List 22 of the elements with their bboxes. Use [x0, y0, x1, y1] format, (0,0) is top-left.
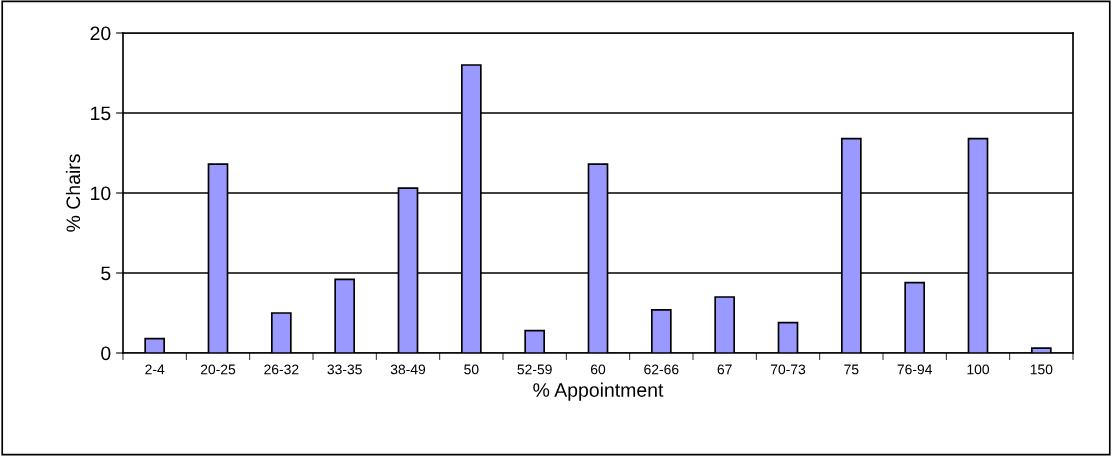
x-tick-label: 38-49	[390, 364, 426, 375]
x-tick-label: 2-4	[145, 364, 165, 375]
y-tick-label: 10	[91, 186, 111, 201]
x-tick-label: 76-94	[897, 364, 933, 375]
x-tick-label: 100	[967, 364, 990, 375]
x-tick-label: 52-59	[517, 364, 552, 375]
y-tick-label: 20	[90, 26, 111, 41]
y-tick-label: 15	[91, 106, 111, 121]
x-tick-label: 33-35	[327, 364, 362, 375]
x-axis-title: % Appointment	[533, 382, 664, 401]
y-tick-label: 0	[101, 346, 111, 361]
y-axis-title: % Chairs	[65, 154, 81, 232]
x-tick-label: 70-73	[770, 364, 806, 375]
x-tick-label: 60	[590, 364, 606, 375]
y-tick-label: 5	[101, 266, 111, 281]
x-tick-label: 75	[844, 364, 859, 375]
x-tick-label: 26-32	[264, 364, 299, 375]
x-tick-label: 50	[464, 364, 479, 375]
x-tick-label: 67	[717, 364, 732, 375]
x-tick-label: 62-66	[644, 364, 679, 375]
x-tick-label: 150	[1030, 364, 1053, 375]
x-tick-label: 20-25	[200, 364, 236, 375]
